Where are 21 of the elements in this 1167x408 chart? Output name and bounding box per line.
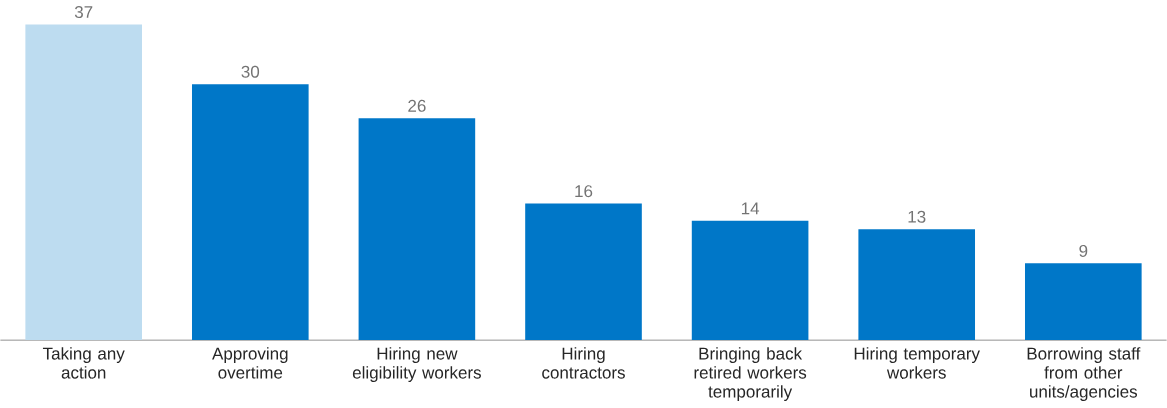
bar [191, 84, 309, 341]
data-label: 14 [741, 202, 760, 215]
data-label: 13 [908, 210, 926, 223]
bar [358, 118, 476, 341]
x-tick-label: Approving overtime [212, 347, 288, 379]
x-tick-label: Hiring temporary workers [854, 347, 980, 379]
bar [858, 229, 976, 341]
x-tick-label: Borrowing staff from other units/agencies [1027, 347, 1141, 402]
bar [1025, 263, 1142, 341]
data-label: 37 [74, 6, 93, 19]
bar [25, 24, 143, 341]
bar [525, 203, 642, 341]
x-tick-label: Taking any action [42, 347, 125, 379]
x-tick-label: Hiring new eligibility workers [352, 347, 481, 383]
data-label: 9 [1079, 245, 1088, 258]
data-label: 16 [575, 185, 593, 198]
bar [691, 220, 809, 341]
data-label: 30 [241, 65, 260, 78]
data-label: 26 [408, 100, 426, 113]
x-tick-label: Bringing back retired workers temporarily [694, 347, 807, 402]
x-tick-label: Hiring contractors [542, 347, 625, 379]
